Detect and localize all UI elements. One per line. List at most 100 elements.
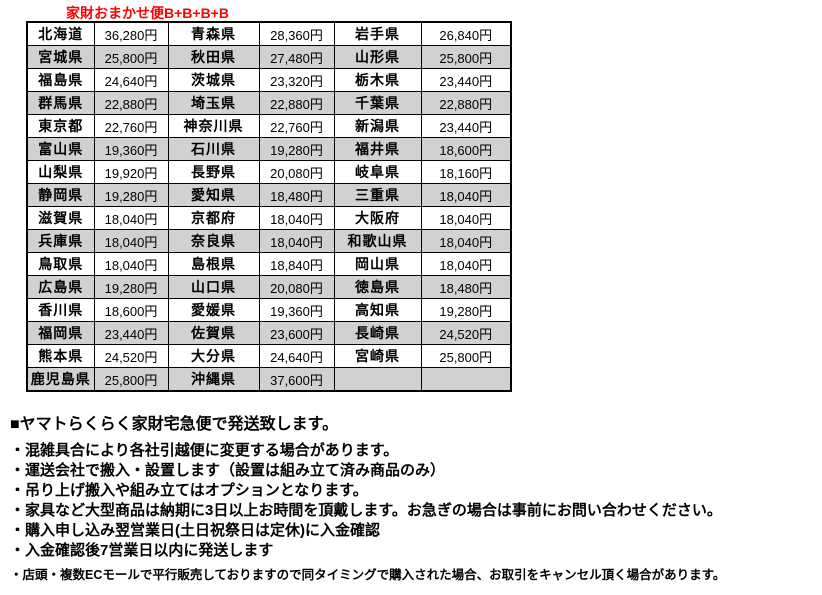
price-cell: 22,880円 <box>258 91 335 115</box>
note-item: ・購入申し込み翌営業日(土日祝祭日は定休)に入金確認 <box>10 522 380 539</box>
prefecture-cell: 茨城県 <box>167 68 260 92</box>
price-cell: 19,280円 <box>420 298 512 322</box>
prefecture-cell: 佐賀県 <box>167 321 260 345</box>
price-cell: 18,040円 <box>420 183 512 207</box>
prefecture-cell: 岡山県 <box>333 252 422 276</box>
table-row: 香川県 18,600円 愛媛県 19,360円 高知県 19,280円 <box>26 298 512 322</box>
price-cell: 28,360円 <box>258 21 335 46</box>
prefecture-cell: 新潟県 <box>333 114 422 138</box>
table-row: 鹿児島県 25,800円 沖縄県 37,600円 <box>26 367 512 392</box>
price-cell: 23,440円 <box>420 114 512 138</box>
note-item: ・家具など大型商品は納期に3日以上お時間を頂戴します。お急ぎの場合は事前にお問い… <box>10 502 722 519</box>
prefecture-cell: 北海道 <box>26 21 95 46</box>
prefecture-cell: 栃木県 <box>333 68 422 92</box>
prefecture-cell: 群馬県 <box>26 91 95 115</box>
price-cell: 18,040円 <box>420 229 512 253</box>
price-cell: 37,600円 <box>258 367 335 392</box>
prefecture-cell: 宮城県 <box>26 45 95 69</box>
prefecture-cell: 千葉県 <box>333 91 422 115</box>
prefecture-cell: 島根県 <box>167 252 260 276</box>
prefecture-cell: 秋田県 <box>167 45 260 69</box>
prefecture-cell: 石川県 <box>167 137 260 161</box>
prefecture-cell: 滋賀県 <box>26 206 95 230</box>
price-cell: 25,800円 <box>93 45 169 69</box>
price-cell: 22,880円 <box>420 91 512 115</box>
note-item: ・入金確認後7営業日以内に発送します <box>10 542 274 559</box>
price-cell: 25,800円 <box>420 344 512 368</box>
price-cell: 18,480円 <box>420 275 512 299</box>
price-cell: 25,800円 <box>420 45 512 69</box>
prefecture-cell: 愛知県 <box>167 183 260 207</box>
price-cell: 18,480円 <box>258 183 335 207</box>
table-row: 熊本県 24,520円 大分県 24,640円 宮崎県 25,800円 <box>26 344 512 368</box>
prefecture-cell: 長崎県 <box>333 321 422 345</box>
prefecture-cell: 福岡県 <box>26 321 95 345</box>
table-row: 滋賀県 18,040円 京都府 18,040円 大阪府 18,040円 <box>26 206 512 230</box>
price-cell: 23,600円 <box>258 321 335 345</box>
table-row: 兵庫県 18,040円 奈良県 18,040円 和歌山県 18,040円 <box>26 229 512 253</box>
price-cell: 23,440円 <box>93 321 169 345</box>
price-cell: 20,080円 <box>258 160 335 184</box>
table-row: 福岡県 23,440円 佐賀県 23,600円 長崎県 24,520円 <box>26 321 512 345</box>
price-cell: 18,040円 <box>93 206 169 230</box>
price-cell: 19,280円 <box>258 137 335 161</box>
price-cell: 18,160円 <box>420 160 512 184</box>
price-cell: 27,480円 <box>258 45 335 69</box>
price-cell: 22,760円 <box>258 114 335 138</box>
prefecture-cell: 福島県 <box>26 68 95 92</box>
price-cell: 23,320円 <box>258 68 335 92</box>
price-cell: 18,040円 <box>93 229 169 253</box>
price-cell: 22,760円 <box>93 114 169 138</box>
prefecture-cell: 神奈川県 <box>167 114 260 138</box>
note-item: ・運送会社で搬入・設置します（設置は組み立て済み商品のみ） <box>10 462 446 479</box>
price-cell: 18,600円 <box>93 298 169 322</box>
prefecture-cell: 東京都 <box>26 114 95 138</box>
prefecture-cell: 岩手県 <box>333 21 422 46</box>
prefecture-cell: 大阪府 <box>333 206 422 230</box>
prefecture-cell: 山梨県 <box>26 160 95 184</box>
prefecture-cell: 鹿児島県 <box>26 367 95 392</box>
prefecture-cell: 高知県 <box>333 298 422 322</box>
price-cell: 18,040円 <box>258 229 335 253</box>
prefecture-cell: 埼玉県 <box>167 91 260 115</box>
table-row: 富山県 19,360円 石川県 19,280円 福井県 18,600円 <box>26 137 512 161</box>
prefecture-cell: 山形県 <box>333 45 422 69</box>
prefecture-cell: 兵庫県 <box>26 229 95 253</box>
price-cell: 25,800円 <box>93 367 169 392</box>
price-cell: 36,280円 <box>93 21 169 46</box>
table-row: 静岡県 19,280円 愛知県 18,480円 三重県 18,040円 <box>26 183 512 207</box>
price-cell: 24,520円 <box>420 321 512 345</box>
prefecture-cell: 香川県 <box>26 298 95 322</box>
price-cell: 24,640円 <box>93 68 169 92</box>
prefecture-cell: 三重県 <box>333 183 422 207</box>
prefecture-cell: 宮崎県 <box>333 344 422 368</box>
price-cell: 18,600円 <box>420 137 512 161</box>
shipping-fee-table: 北海道 36,280円 青森県 28,360円 岩手県 26,840円 宮城県 25,800円… <box>26 21 512 392</box>
price-cell: 19,920円 <box>93 160 169 184</box>
price-cell: 19,280円 <box>93 183 169 207</box>
table-row: 広島県 19,280円 山口県 20,080円 徳島県 18,480円 <box>26 275 512 299</box>
prefecture-cell: 大分県 <box>167 344 260 368</box>
prefecture-cell <box>333 367 422 392</box>
price-cell <box>420 367 512 392</box>
prefecture-cell: 福井県 <box>333 137 422 161</box>
prefecture-cell: 青森県 <box>167 21 260 46</box>
table-row: 宮城県 25,800円 秋田県 27,480円 山形県 25,800円 <box>26 45 512 69</box>
prefecture-cell: 京都府 <box>167 206 260 230</box>
prefecture-cell: 富山県 <box>26 137 95 161</box>
price-cell: 18,040円 <box>420 206 512 230</box>
note-item: ・吊り上げ搬入や組み立てはオプションとなります。 <box>10 482 368 499</box>
note-item: ・混雑具合により各社引越便に変更する場合があります。 <box>10 442 399 459</box>
price-cell: 24,640円 <box>258 344 335 368</box>
table-row: 東京都 22,760円 神奈川県 22,760円 新潟県 23,440円 <box>26 114 512 138</box>
prefecture-cell: 沖縄県 <box>167 367 260 392</box>
price-cell: 18,040円 <box>258 206 335 230</box>
price-cell: 19,360円 <box>258 298 335 322</box>
prefecture-cell: 静岡県 <box>26 183 95 207</box>
prefecture-cell: 長野県 <box>167 160 260 184</box>
price-cell: 22,880円 <box>93 91 169 115</box>
prefecture-cell: 広島県 <box>26 275 95 299</box>
shipping-method-heading: ■ヤマトらくらく家財宅急便で発送致します。 <box>10 416 339 433</box>
price-cell: 19,280円 <box>93 275 169 299</box>
price-cell: 18,040円 <box>420 252 512 276</box>
